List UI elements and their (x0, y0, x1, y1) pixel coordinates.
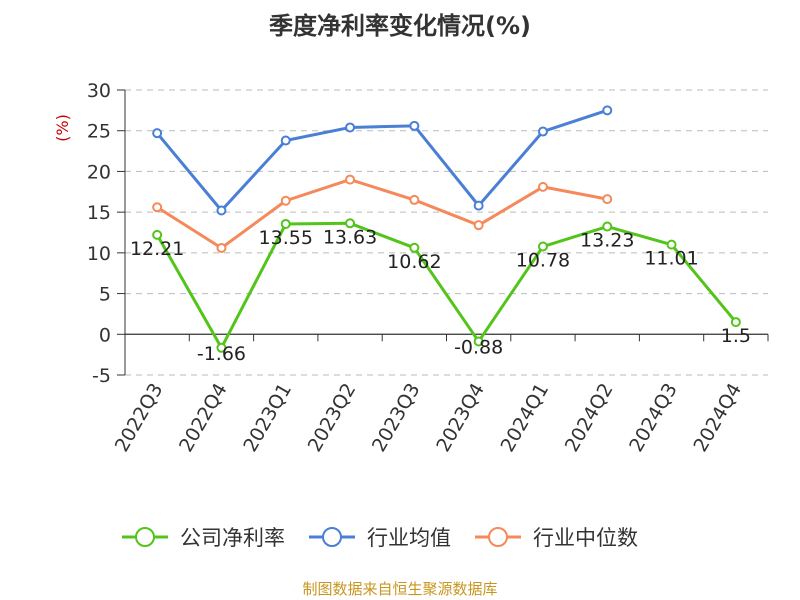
axes (117, 89, 769, 376)
legend-marker (488, 527, 508, 547)
data-point (409, 120, 420, 131)
data-point (280, 195, 291, 206)
x-tick-label: 2022Q3 (111, 380, 168, 456)
grid-lines (125, 89, 768, 376)
data-point (409, 194, 420, 205)
y-tick-label: 30 (87, 80, 111, 102)
data-label: 10.62 (387, 251, 441, 273)
data-labels: 12.21 -1.66 13.55 13.63 10.62 -0.88 10.78 13.23… (130, 226, 751, 365)
chart-title: 季度净利率变化情况(%) (269, 12, 531, 40)
data-label: 12.21 (130, 238, 184, 260)
data-point (216, 342, 227, 353)
y-tick-labels: -5 0 5 10 15 20 25 30 (87, 80, 111, 387)
data-point (602, 221, 613, 232)
source-note: 制图数据来自恒生聚源数据库 (302, 580, 498, 598)
data-label: -1.66 (197, 343, 246, 365)
legend-marker (135, 527, 155, 547)
data-point (602, 105, 613, 116)
data-point (280, 218, 291, 229)
legend-label: 行业均值 (367, 526, 451, 550)
data-point (537, 241, 548, 252)
x-tick-label: 2024Q3 (625, 380, 682, 456)
x-tick-label: 2022Q4 (175, 380, 232, 456)
data-point (216, 242, 227, 253)
legend: 公司净利率 行业均值 行业中位数 (122, 526, 638, 550)
data-point (152, 202, 163, 213)
x-tick-label: 2023Q4 (432, 380, 489, 456)
y-tick-label: 15 (87, 202, 111, 224)
x-tick-label: 2023Q2 (304, 380, 361, 456)
data-point (409, 242, 420, 253)
legend-marker (322, 527, 342, 547)
x-tick-label: 2024Q2 (561, 380, 618, 456)
y-tick-label: 5 (99, 284, 111, 306)
data-point (730, 317, 741, 328)
series-line (155, 108, 608, 213)
series-points (152, 105, 741, 353)
data-label: 10.78 (516, 250, 570, 272)
x-tick-label: 2024Q4 (689, 380, 746, 456)
legend-label: 行业中位数 (533, 526, 638, 550)
data-point (473, 336, 484, 347)
data-label: 1.5 (721, 325, 751, 347)
data-label: 13.55 (259, 227, 313, 249)
x-tick-label: 2023Q1 (239, 380, 296, 456)
y-tick-label: 0 (99, 324, 111, 346)
data-point (345, 174, 356, 185)
data-point (537, 181, 548, 192)
series-line (156, 178, 608, 250)
data-point (537, 126, 548, 137)
data-point (473, 220, 484, 231)
data-point (152, 128, 163, 139)
data-point (666, 239, 677, 250)
data-label: 11.01 (644, 248, 698, 270)
data-point (473, 200, 484, 211)
data-label: -0.88 (454, 336, 503, 358)
series-line (155, 221, 738, 350)
y-tick-label: -5 (92, 365, 111, 387)
data-point (345, 218, 356, 229)
data-point (216, 205, 227, 216)
data-point (345, 122, 356, 133)
x-tick-label: 2024Q1 (497, 380, 554, 456)
y-axis-unit-label: (%) (53, 114, 72, 142)
series-lines (155, 108, 738, 350)
data-point (152, 229, 163, 240)
data-point (280, 135, 291, 146)
legend-label: 公司净利率 (180, 526, 285, 550)
data-point (602, 194, 613, 205)
y-tick-label: 20 (87, 161, 111, 183)
x-tick-labels: 2022Q3 2022Q4 2023Q1 2023Q2 2023Q3 2023Q4 2024… (111, 380, 746, 456)
data-label: 13.23 (580, 230, 634, 252)
y-tick-label: 25 (87, 121, 111, 143)
x-tick-label: 2023Q3 (368, 380, 425, 456)
data-label: 13.63 (323, 226, 377, 248)
y-tick-label: 10 (87, 243, 111, 265)
